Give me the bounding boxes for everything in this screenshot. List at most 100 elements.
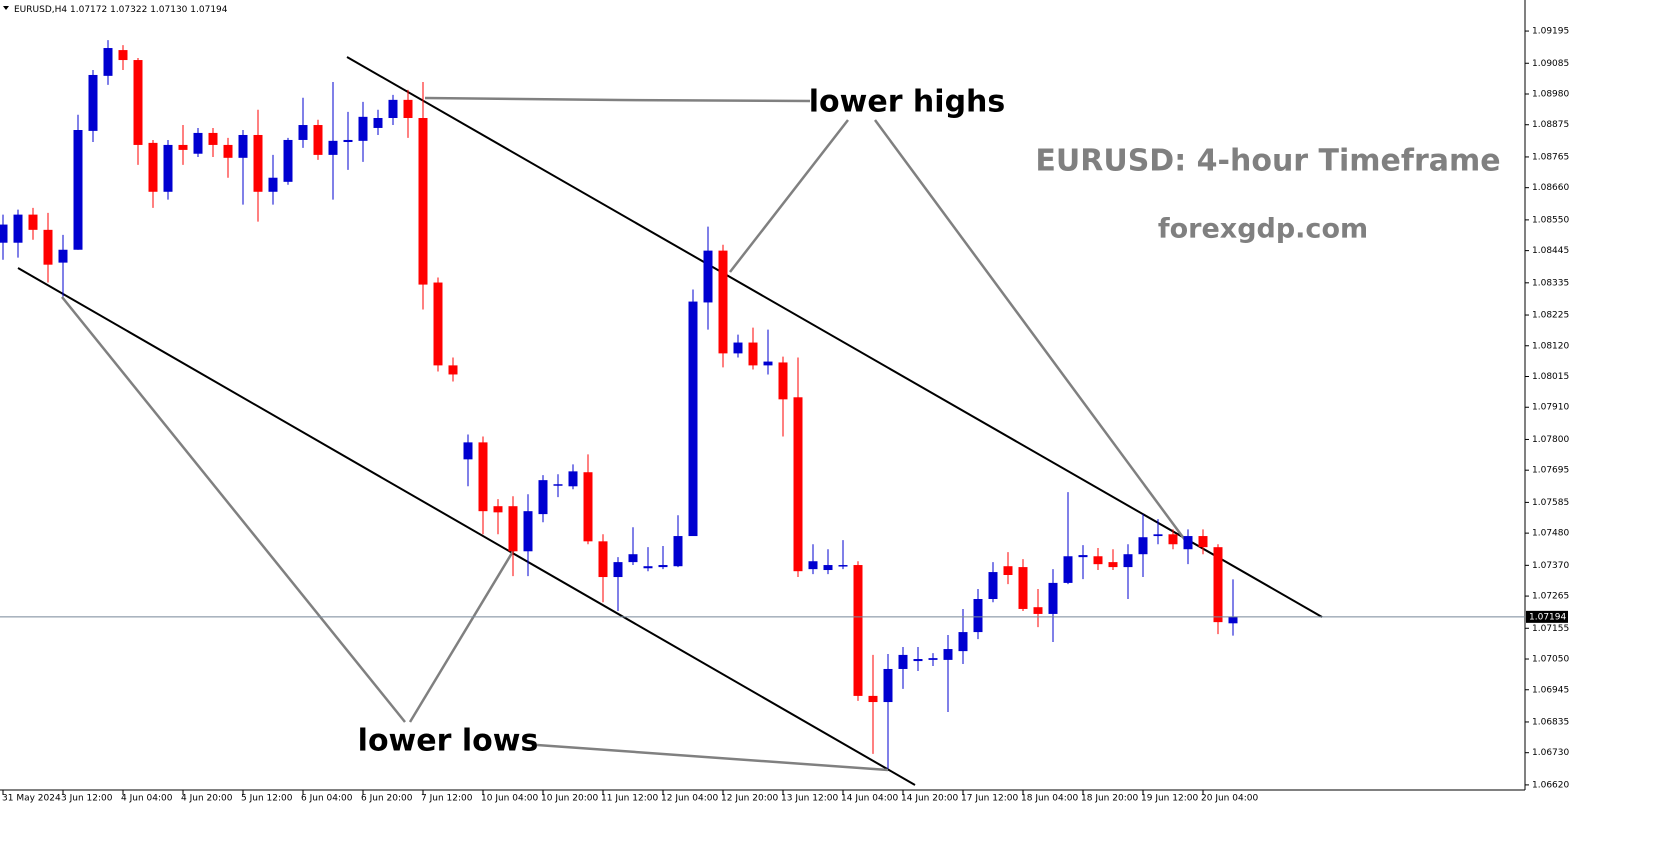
y-tick-label: 1.08550 bbox=[1532, 215, 1569, 225]
candle-body bbox=[568, 471, 578, 487]
candle-body bbox=[1093, 556, 1103, 565]
candle-body bbox=[838, 565, 848, 567]
trend-lines bbox=[17, 56, 1323, 786]
candle-body bbox=[1033, 607, 1043, 614]
candle-body bbox=[253, 134, 263, 192]
candle-body bbox=[1018, 567, 1028, 609]
annotation: lower lows bbox=[358, 724, 539, 759]
y-tick-label: 1.08445 bbox=[1532, 246, 1569, 256]
last-price-label: 1.07194 bbox=[1529, 612, 1566, 622]
candle-body bbox=[928, 658, 938, 660]
header-low: 1.07130 bbox=[150, 5, 187, 15]
candle-body bbox=[433, 282, 443, 366]
candle-body bbox=[118, 50, 128, 61]
x-tick-label: 11 Jun 12:00 bbox=[601, 794, 658, 804]
pointer bbox=[408, 547, 517, 723]
candle-body bbox=[643, 566, 653, 569]
header-close: 1.07194 bbox=[190, 5, 227, 15]
candle-body bbox=[133, 60, 143, 145]
y-tick-label: 1.06730 bbox=[1532, 748, 1569, 758]
candle-body bbox=[748, 342, 758, 366]
candle-body bbox=[523, 511, 533, 552]
candle-body bbox=[0, 224, 8, 243]
x-tick-label: 19 Jun 12:00 bbox=[1141, 794, 1198, 804]
candle-body bbox=[853, 565, 863, 696]
candle-body bbox=[1048, 582, 1058, 614]
candle-body bbox=[163, 144, 173, 192]
y-tick-label: 1.06835 bbox=[1532, 717, 1569, 727]
x-tick-label: 18 Jun 04:00 bbox=[1021, 794, 1078, 804]
y-tick-label: 1.07155 bbox=[1532, 624, 1569, 634]
x-tick-label: 6 Jun 04:00 bbox=[301, 794, 353, 804]
candle-body bbox=[898, 654, 908, 669]
candle-body bbox=[178, 144, 188, 150]
candle-body bbox=[358, 116, 368, 141]
y-tick-label: 1.07800 bbox=[1532, 435, 1569, 445]
candle-body bbox=[343, 139, 353, 143]
candle-body bbox=[868, 695, 878, 703]
x-tick-label: 7 Jun 12:00 bbox=[421, 794, 473, 804]
x-tick-label: 31 May 2024 bbox=[2, 794, 61, 804]
x-tick-label: 12 Jun 20:00 bbox=[721, 794, 778, 804]
candle-body bbox=[613, 562, 623, 578]
header: EURUSD,H4 1.07172 1.07322 1.07130 1.0719… bbox=[14, 5, 228, 15]
x-tick-label: 20 Jun 04:00 bbox=[1201, 794, 1258, 804]
candle-body bbox=[298, 125, 308, 140]
candle-body bbox=[733, 342, 743, 354]
candle-body bbox=[823, 565, 833, 571]
x-tick-label: 10 Jun 20:00 bbox=[541, 794, 598, 804]
y-tick-label: 1.08765 bbox=[1532, 152, 1569, 162]
y-tick-label: 1.06620 bbox=[1532, 780, 1569, 790]
y-tick-label: 1.07050 bbox=[1532, 655, 1569, 665]
candle-body bbox=[478, 442, 488, 512]
y-tick-label: 1.07695 bbox=[1532, 466, 1569, 476]
candle-body bbox=[943, 649, 953, 660]
candle-body bbox=[1108, 562, 1118, 568]
x-tick-label: 18 Jun 20:00 bbox=[1081, 794, 1138, 804]
candle-body bbox=[13, 214, 23, 243]
y-tick-label: 1.07910 bbox=[1532, 403, 1569, 413]
x-tick-label: 3 Jun 12:00 bbox=[61, 794, 113, 804]
candle-body bbox=[1213, 547, 1223, 623]
symbol: EURUSD,H4 bbox=[14, 5, 67, 15]
y-tick-label: 1.08980 bbox=[1532, 89, 1569, 99]
candle-body bbox=[448, 365, 458, 375]
candle-body bbox=[703, 250, 713, 303]
lower-trend-line bbox=[17, 267, 916, 786]
candle-body bbox=[1078, 555, 1088, 558]
pointer-lines bbox=[61, 96, 1187, 772]
y-tick-label: 1.08015 bbox=[1532, 372, 1569, 382]
y-tick-label: 1.07585 bbox=[1532, 498, 1569, 508]
menu-arrow bbox=[3, 6, 9, 10]
x-tick-label: 12 Jun 04:00 bbox=[661, 794, 718, 804]
y-tick-label: 1.07370 bbox=[1532, 561, 1569, 571]
y-tick-label: 1.07265 bbox=[1532, 592, 1569, 602]
header-open: 1.07172 bbox=[70, 5, 107, 15]
candle-body bbox=[268, 177, 278, 192]
pointer bbox=[61, 296, 406, 723]
last-price-box bbox=[1526, 610, 1568, 623]
x-tick-label: 4 Jun 20:00 bbox=[181, 794, 233, 804]
candle-body bbox=[913, 659, 923, 662]
candle-body bbox=[1198, 536, 1208, 548]
candle-body bbox=[958, 632, 968, 652]
upper-trend-line bbox=[346, 56, 1323, 618]
pointer bbox=[729, 119, 849, 273]
candle-body bbox=[1153, 534, 1163, 537]
y-tick-label: 1.06945 bbox=[1532, 685, 1569, 695]
x-tick-label: 4 Jun 04:00 bbox=[121, 794, 173, 804]
candle-body bbox=[388, 99, 398, 119]
chart-title: EURUSD: 4-hour Timeframe bbox=[1035, 144, 1500, 179]
x-tick-label: 17 Jun 12:00 bbox=[961, 794, 1018, 804]
candle-body bbox=[793, 397, 803, 572]
candle-body bbox=[463, 442, 473, 460]
candle-body bbox=[883, 668, 893, 703]
x-tick-label: 14 Jun 04:00 bbox=[841, 794, 898, 804]
candle-body bbox=[553, 484, 563, 486]
candle-body bbox=[658, 565, 668, 568]
candle-body bbox=[1063, 556, 1073, 583]
candle-body bbox=[973, 599, 983, 633]
candle-body bbox=[718, 250, 728, 354]
candle-body bbox=[103, 48, 113, 76]
